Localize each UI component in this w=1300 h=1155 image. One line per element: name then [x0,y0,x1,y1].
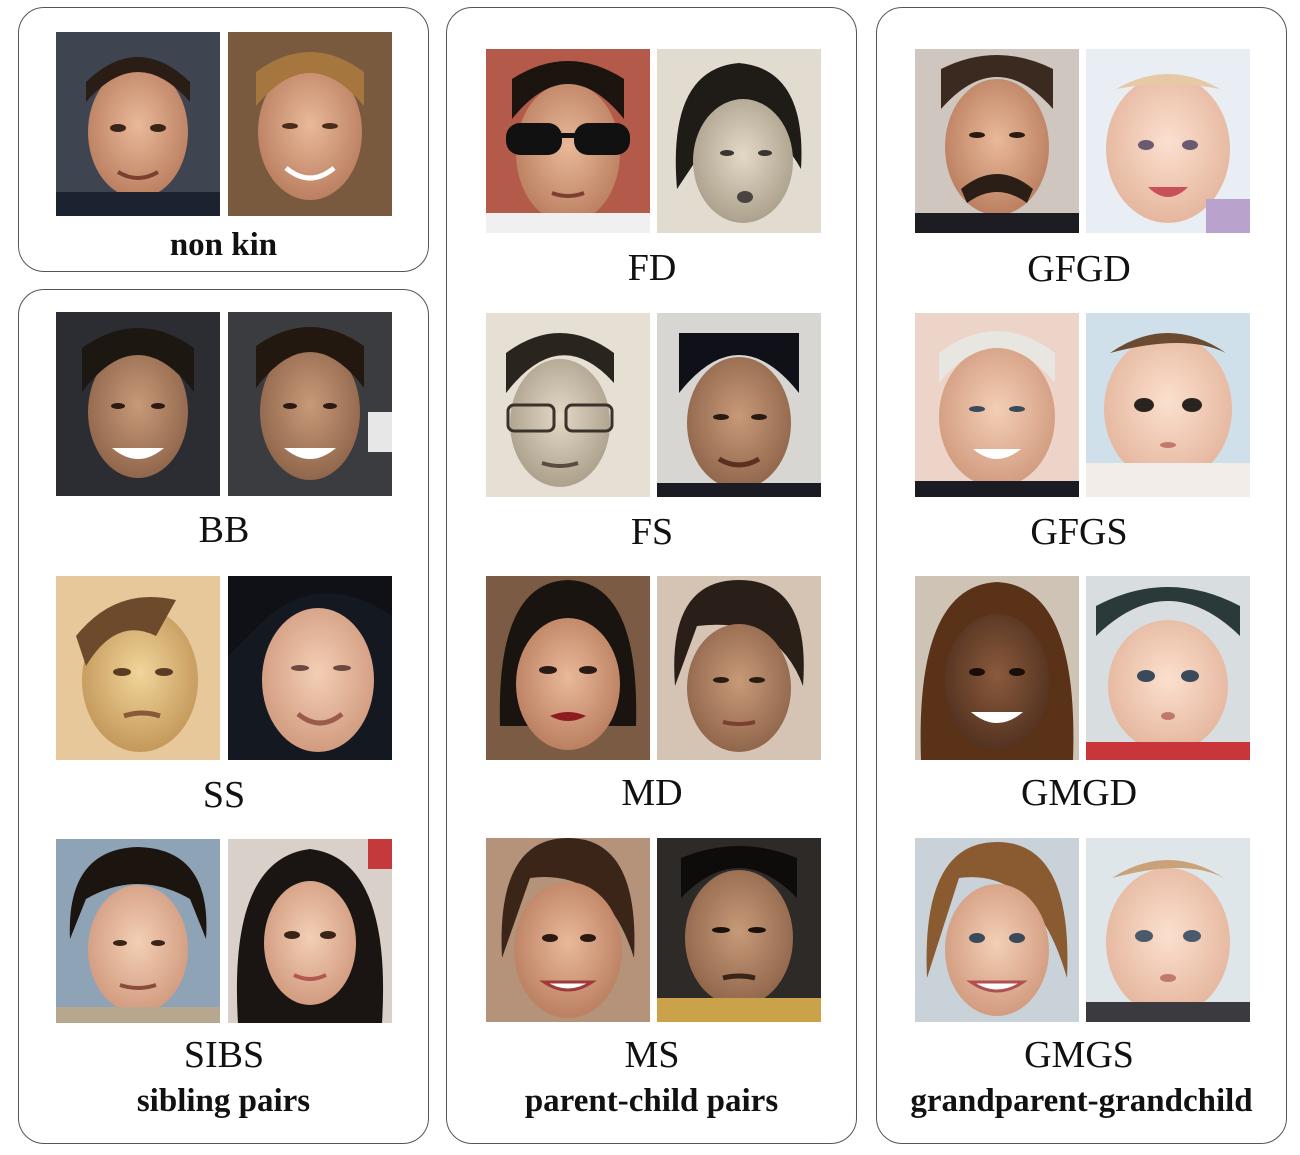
face-photo [486,838,650,1022]
pair-label-md: MD [621,772,683,814]
face-photo [915,576,1079,760]
pair-label-ss: SS [202,774,246,816]
pair-label-gmgd: GMGD [1020,772,1138,814]
face-photo [657,49,821,233]
face-photo [915,838,1079,1022]
face-photo [486,49,650,233]
face-photo [657,838,821,1022]
pair-label-gfgd: GFGD [1027,248,1131,290]
face-photo [915,313,1079,497]
face-photo [486,576,650,760]
pair-label-fs: FS [630,511,674,553]
face-photo [1086,838,1250,1022]
pair-label-bb: BB [198,509,250,551]
non-kin-title: non kin [169,227,278,263]
grandparent-grandchild-title: grandparent-grandchild [910,1083,1253,1119]
face-photo [657,576,821,760]
sibling-pairs-title: sibling pairs [136,1083,311,1119]
face-photo [657,313,821,497]
face-photo [56,312,220,496]
face-photo [228,32,392,216]
face-photo [915,49,1079,233]
face-photo [1086,313,1250,497]
pair-label-fd: FD [627,247,677,289]
face-photo [228,312,392,496]
face-photo [228,839,392,1023]
pair-label-ms: MS [624,1034,680,1076]
face-photo [56,576,220,760]
face-photo [1086,49,1250,233]
face-photo [56,32,220,216]
face-photo [1086,576,1250,760]
face-photo [486,313,650,497]
face-photo [228,576,392,760]
parent-child-pairs-title: parent-child pairs [524,1083,779,1119]
face-photo [56,839,220,1023]
pair-label-sibs: SIBS [183,1034,265,1076]
pair-label-gmgs: GMGS [1024,1034,1134,1076]
pair-label-gfgs: GFGS [1030,511,1128,553]
